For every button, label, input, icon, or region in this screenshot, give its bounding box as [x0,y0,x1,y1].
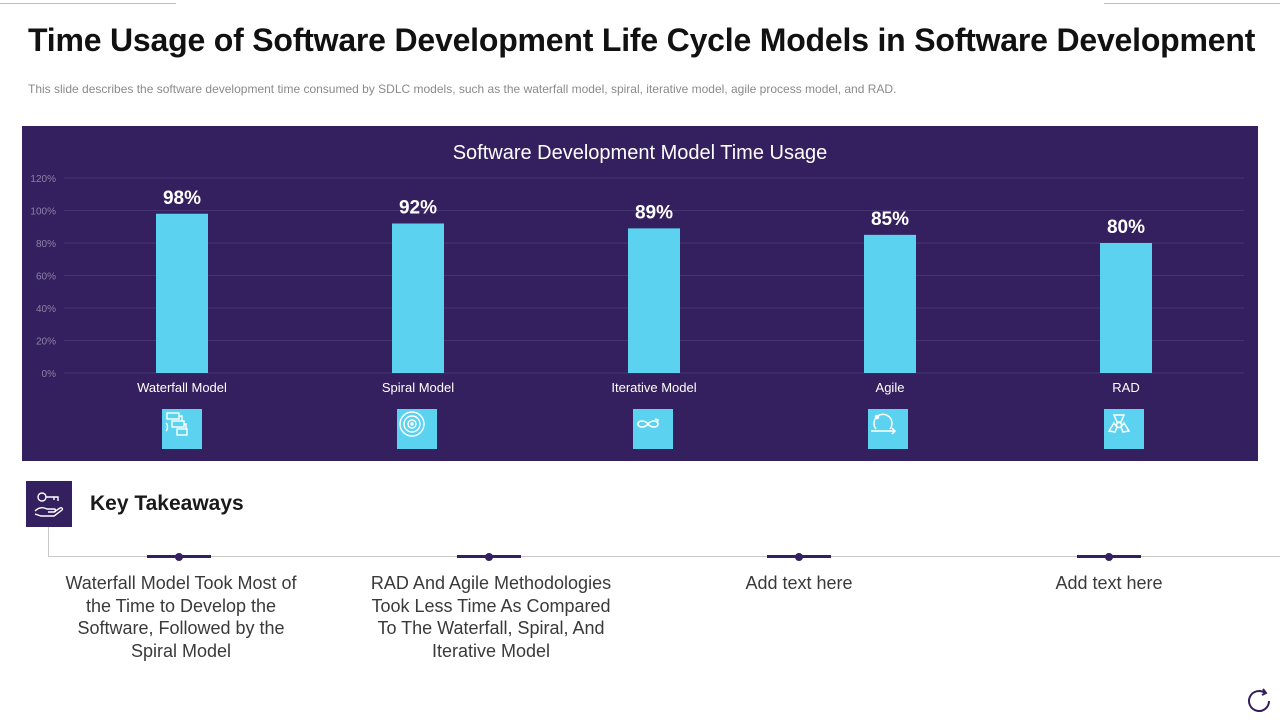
data-label: 89% [635,202,673,223]
data-label: 92% [399,198,437,219]
takeaway-text-3: Add text here [745,573,853,593]
takeaway-marker [1077,553,1141,561]
top-accent-line-right [1104,3,1280,4]
data-label: 98% [163,188,201,209]
x-tick-label: Agile [876,380,905,395]
takeaway-marker [147,553,211,561]
iterative-loop-icon [633,409,673,449]
bar-spiral-model [392,223,444,373]
key-takeaways-title: Key Takeaways [90,492,244,515]
data-label: 85% [871,209,909,230]
hand-key-icon [26,481,72,527]
bar-iterative-model [628,228,680,373]
takeaway-text-2: RAD And Agile Methodologies Took Less Ti… [370,573,612,661]
page-subtitle: This slide describes the software develo… [28,82,897,96]
x-tick-label: Iterative Model [611,380,696,395]
x-tick-label: RAD [1112,380,1139,395]
bar-chart: Software Development Model Time Usage 0%… [30,142,1244,395]
data-label: 80% [1107,217,1145,238]
takeaway-marker [767,553,831,561]
y-tick-label: 20% [36,337,56,348]
takeaway-text-1: Waterfall Model Took Most of the Time to… [65,573,297,661]
takeaway-text-4: Add text here [1055,573,1163,593]
top-accent-line-left [0,3,176,4]
spiral-icon [397,409,437,449]
bar-rad [1100,243,1152,373]
y-tick-label: 100% [30,207,56,218]
refresh-icon[interactable] [1244,686,1274,716]
takeaway-marker [457,553,521,561]
y-tick-label: 0% [42,369,57,380]
bar-agile [864,234,916,373]
bar-waterfall-model [156,213,208,373]
takeaway-timeline [48,556,1280,557]
agile-cycle-icon [868,409,908,449]
waterfall-icon [162,409,202,449]
y-tick-label: 40% [36,304,56,315]
chart-title: Software Development Model Time Usage [453,142,828,164]
y-tick-label: 60% [36,272,56,283]
takeaway-connector-vertical [48,527,49,557]
x-tick-label: Waterfall Model [137,380,227,395]
page-title: Time Usage of Software Development Life … [28,22,1256,58]
x-tick-label: Spiral Model [382,380,454,395]
chart-panel: Software Development Model Time Usage 0%… [22,126,1258,461]
y-tick-label: 120% [30,174,56,185]
y-tick-label: 80% [36,239,56,250]
rad-icon [1104,409,1144,449]
